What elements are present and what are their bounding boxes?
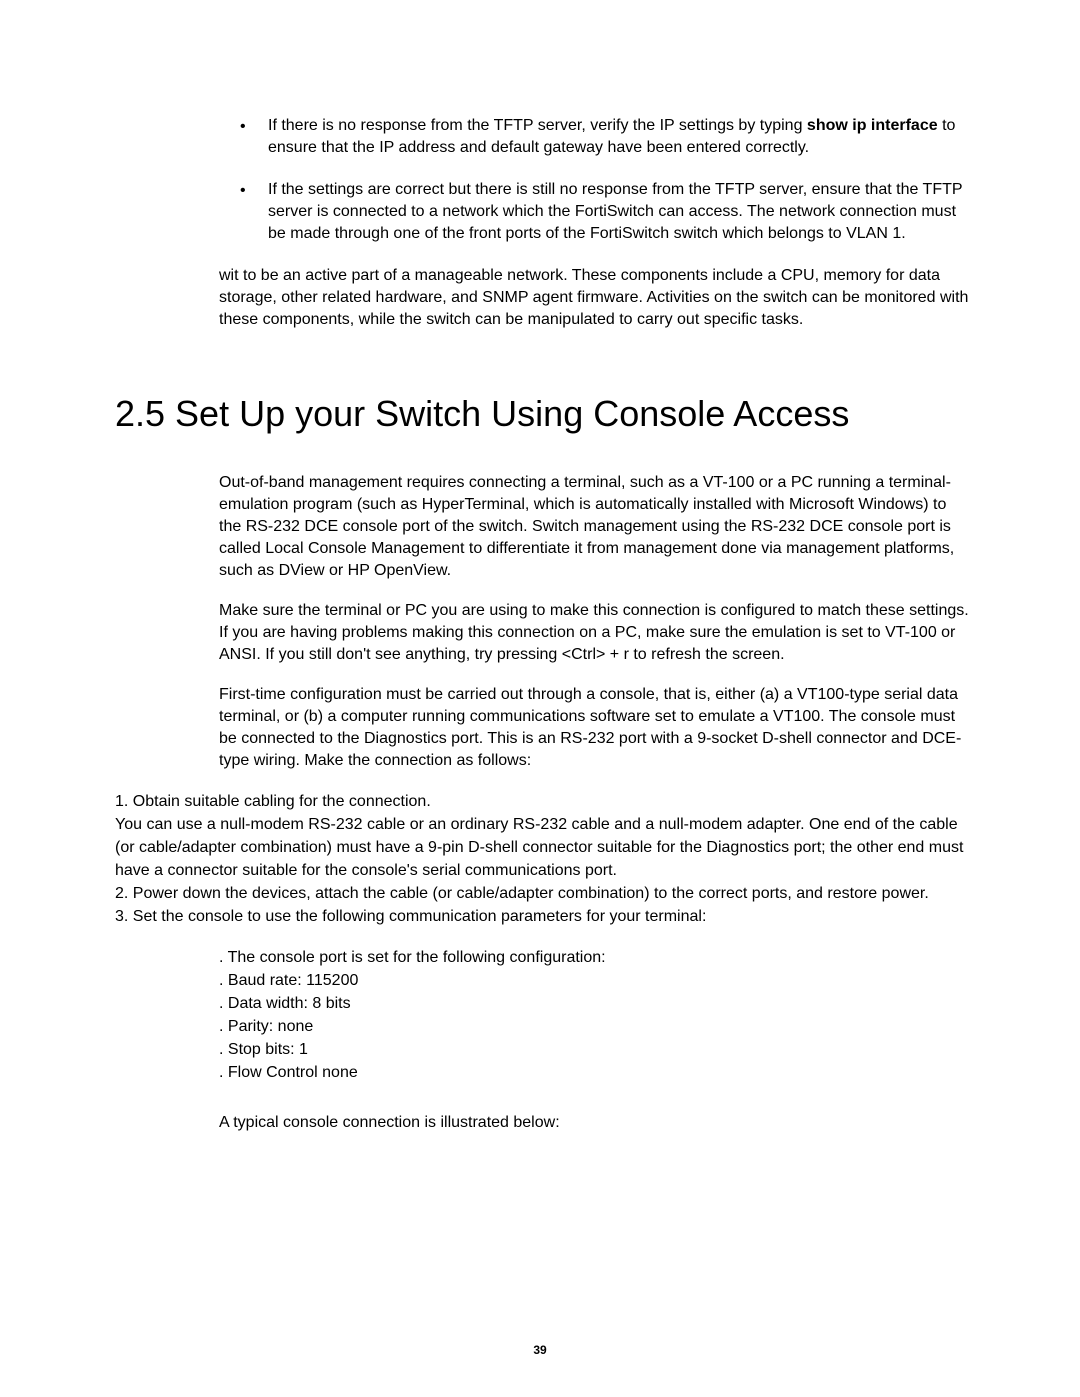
config-item: . Baud rate: 115200 (219, 969, 970, 992)
config-list: . The console port is set for the follow… (219, 946, 970, 1084)
step-line: 3. Set the console to use the following … (115, 905, 970, 928)
body-paragraph: Make sure the terminal or PC you are usi… (219, 600, 970, 666)
body-paragraph: Out-of-band management requires connecti… (219, 472, 970, 582)
step-line: 2. Power down the devices, attach the ca… (115, 882, 970, 905)
config-item: . Stop bits: 1 (219, 1038, 970, 1061)
numbered-steps: 1. Obtain suitable cabling for the conne… (115, 790, 970, 928)
bullet-text-pre: If there is no response from the TFTP se… (268, 117, 807, 134)
bullet-text-bold: show ip interface (807, 117, 938, 134)
closing-line: A typical console connection is illustra… (219, 1112, 970, 1134)
paragraph-tail: wit to be an active part of a manageable… (219, 265, 970, 331)
bullet-text: If the settings are correct but there is… (268, 179, 970, 245)
step-line: You can use a null-modem RS-232 cable or… (115, 813, 970, 882)
config-item: . Parity: none (219, 1015, 970, 1038)
document-page: • If there is no response from the TFTP … (0, 0, 1080, 1397)
config-item: . Data width: 8 bits (219, 992, 970, 1015)
bullet-list: • If there is no response from the TFTP … (233, 115, 970, 245)
bullet-item: • If there is no response from the TFTP … (233, 115, 970, 159)
bullet-item: • If the settings are correct but there … (233, 179, 970, 245)
bullet-text: If there is no response from the TFTP se… (268, 115, 970, 159)
page-number: 39 (0, 1343, 1080, 1357)
bullet-text-pre: If the settings are correct but there is… (268, 181, 962, 242)
body-paragraph: First-time configuration must be carried… (219, 684, 970, 772)
bullet-marker: • (233, 115, 268, 138)
step-line: 1. Obtain suitable cabling for the conne… (115, 790, 970, 813)
config-item: . Flow Control none (219, 1061, 970, 1084)
bullet-marker: • (233, 179, 268, 202)
section-heading: 2.5 Set Up your Switch Using Console Acc… (115, 391, 970, 437)
config-intro: . The console port is set for the follow… (219, 946, 970, 969)
